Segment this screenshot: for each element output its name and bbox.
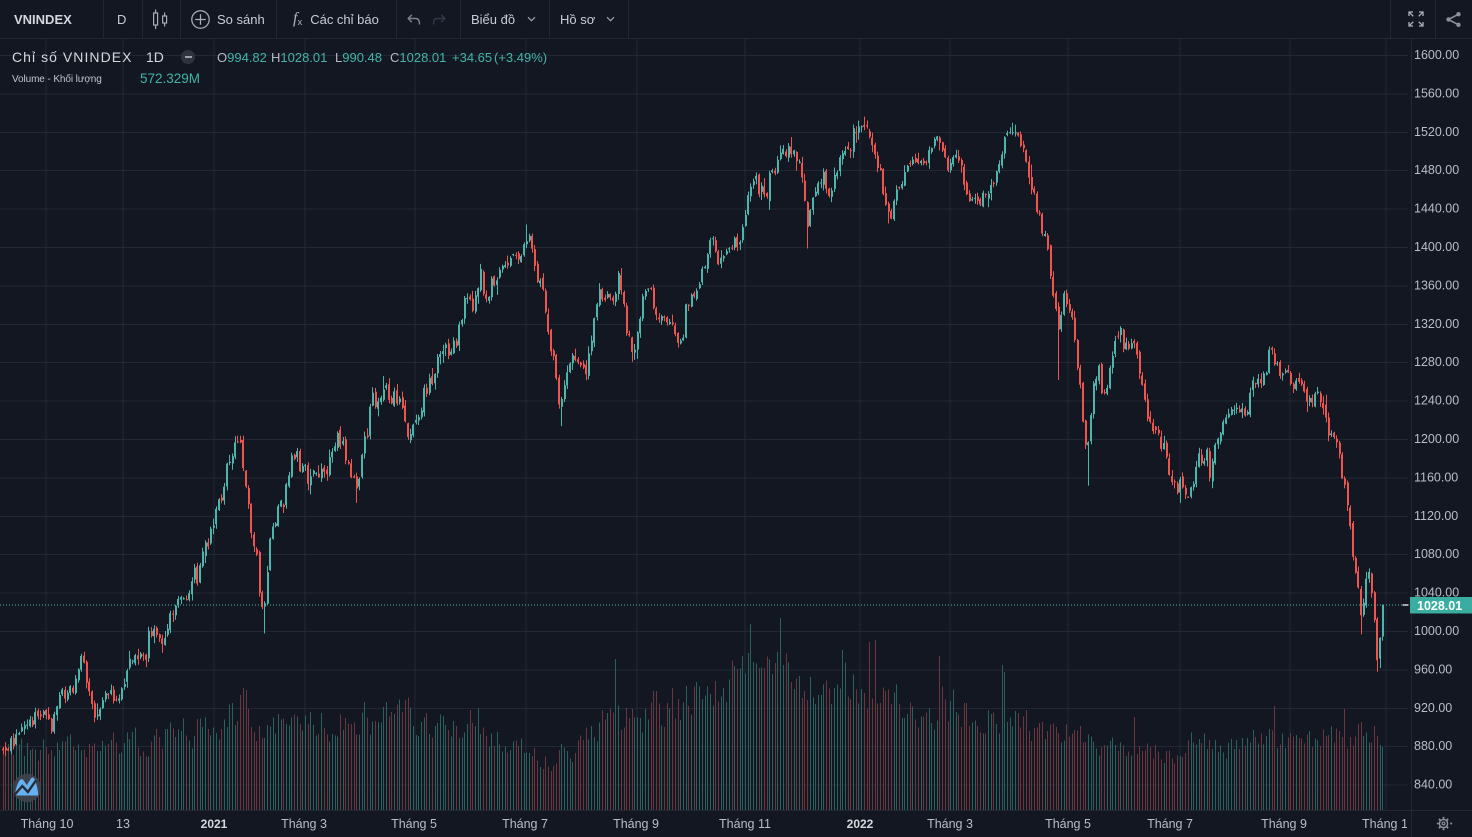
svg-text:Tháng 11: Tháng 11 — [1362, 817, 1414, 831]
svg-text:1160.00: 1160.00 — [1414, 470, 1458, 484]
svg-text:1028.01: 1028.01 — [1417, 599, 1462, 613]
svg-text:1600.00: 1600.00 — [1414, 48, 1459, 62]
svg-text:2022: 2022 — [847, 817, 874, 831]
svg-text:1400.00: 1400.00 — [1414, 240, 1459, 254]
svg-text:1320.00: 1320.00 — [1414, 317, 1459, 331]
svg-text:1440.00: 1440.00 — [1414, 202, 1459, 216]
svg-text:880.00: 880.00 — [1414, 739, 1452, 753]
svg-text:Tháng 5: Tháng 5 — [391, 817, 437, 831]
svg-text:Tháng 10: Tháng 10 — [21, 817, 74, 831]
svg-text:1360.00: 1360.00 — [1414, 278, 1459, 292]
svg-text:Tháng 3: Tháng 3 — [281, 817, 327, 831]
svg-text:Tháng 9: Tháng 9 — [1261, 817, 1307, 831]
svg-text:2021: 2021 — [201, 817, 228, 831]
svg-text:13: 13 — [116, 817, 130, 831]
svg-text:920.00: 920.00 — [1414, 701, 1452, 715]
svg-text:1560.00: 1560.00 — [1414, 86, 1459, 100]
svg-text:1080.00: 1080.00 — [1414, 547, 1459, 561]
svg-text:Tháng 11: Tháng 11 — [719, 817, 771, 831]
svg-text:1280.00: 1280.00 — [1414, 355, 1459, 369]
svg-text:1200.00: 1200.00 — [1414, 432, 1459, 446]
svg-text:1000.00: 1000.00 — [1414, 624, 1459, 638]
svg-text:1040.00: 1040.00 — [1414, 586, 1459, 600]
svg-text:Tháng 7: Tháng 7 — [502, 817, 548, 831]
svg-text:Tháng 9: Tháng 9 — [613, 817, 659, 831]
svg-text:Tháng 7: Tháng 7 — [1147, 817, 1193, 831]
svg-text:1120.00: 1120.00 — [1414, 509, 1458, 523]
svg-text:1240.00: 1240.00 — [1414, 394, 1459, 408]
svg-text:Tháng 5: Tháng 5 — [1045, 817, 1091, 831]
svg-text:1520.00: 1520.00 — [1414, 125, 1459, 139]
svg-text:840.00: 840.00 — [1414, 778, 1452, 792]
svg-text:1480.00: 1480.00 — [1414, 163, 1459, 177]
svg-text:960.00: 960.00 — [1414, 662, 1452, 676]
svg-text:Tháng 3: Tháng 3 — [927, 817, 973, 831]
